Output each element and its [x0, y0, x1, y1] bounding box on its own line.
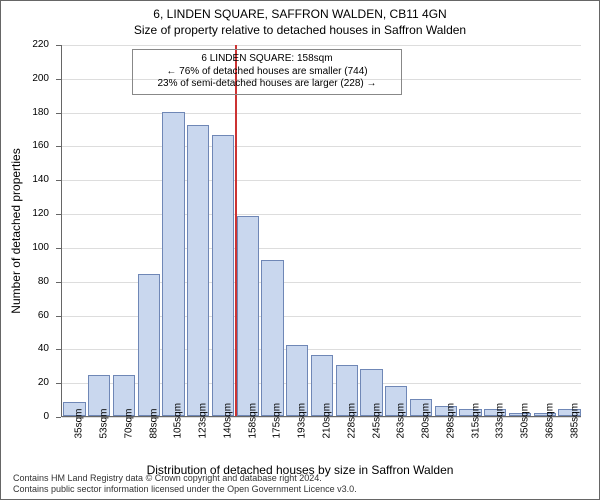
y-tick-mark [56, 146, 61, 147]
y-tick-mark [56, 316, 61, 317]
x-tick-label: 280sqm [421, 429, 432, 439]
annotation-box: 6 LINDEN SQUARE: 158sqm ← 76% of detache… [132, 49, 402, 95]
x-tick-label: 315sqm [470, 429, 481, 439]
y-axis-title: Number of detached properties [9, 148, 23, 313]
y-tick-label: 200 [1, 73, 49, 84]
chart-title-line1: 6, LINDEN SQUARE, SAFFRON WALDEN, CB11 4… [1, 7, 599, 21]
y-tick-mark [56, 214, 61, 215]
x-tick-label: 333sqm [495, 429, 506, 439]
chart-title-line2: Size of property relative to detached ho… [1, 23, 599, 37]
annotation-line3: 23% of semi-detached houses are larger (… [139, 78, 395, 91]
histogram-bar [187, 125, 209, 416]
y-tick-mark [56, 383, 61, 384]
footnote-line1: Contains HM Land Registry data © Crown c… [13, 473, 587, 484]
plot-area: 6 LINDEN SQUARE: 158sqm ← 76% of detache… [61, 45, 581, 417]
y-tick-label: 0 [1, 411, 49, 422]
x-tick-label: 385sqm [569, 429, 580, 439]
histogram-bar [138, 274, 160, 416]
x-tick-label: 210sqm [322, 429, 333, 439]
chart-container: 6, LINDEN SQUARE, SAFFRON WALDEN, CB11 4… [0, 0, 600, 500]
annotation-line1: 6 LINDEN SQUARE: 158sqm [139, 53, 395, 66]
y-tick-label: 220 [1, 39, 49, 50]
y-tick-mark [56, 417, 61, 418]
x-tick-label: 245sqm [371, 429, 382, 439]
y-tick-label: 20 [1, 377, 49, 388]
x-tick-label: 298sqm [445, 429, 456, 439]
footnote: Contains HM Land Registry data © Crown c… [13, 473, 587, 495]
y-tick-mark [56, 180, 61, 181]
x-tick-label: 193sqm [297, 429, 308, 439]
x-tick-label: 175sqm [272, 429, 283, 439]
bars-group [62, 45, 581, 416]
y-tick-mark [56, 79, 61, 80]
x-tick-label: 228sqm [346, 429, 357, 439]
annotation-line2: ← 76% of detached houses are smaller (74… [139, 66, 395, 79]
x-tick-label: 263sqm [396, 429, 407, 439]
y-tick-label: 180 [1, 107, 49, 118]
x-tick-label: 53sqm [99, 429, 110, 439]
histogram-bar [162, 112, 184, 416]
x-tick-label: 140sqm [222, 429, 233, 439]
x-tick-label: 368sqm [544, 429, 555, 439]
y-tick-mark [56, 282, 61, 283]
histogram-bar [237, 216, 259, 416]
x-tick-label: 158sqm [247, 429, 258, 439]
x-tick-label: 88sqm [148, 429, 159, 439]
histogram-bar [261, 260, 283, 416]
y-tick-mark [56, 45, 61, 46]
x-tick-label: 123sqm [198, 429, 209, 439]
y-tick-mark [56, 349, 61, 350]
histogram-bar [212, 135, 234, 416]
y-tick-mark [56, 113, 61, 114]
reference-line [235, 45, 237, 416]
x-tick-label: 105sqm [173, 429, 184, 439]
footnote-line2: Contains public sector information licen… [13, 484, 587, 495]
y-tick-label: 40 [1, 343, 49, 354]
x-tick-label: 70sqm [123, 429, 134, 439]
x-tick-label: 350sqm [520, 429, 531, 439]
x-tick-label: 35sqm [74, 429, 85, 439]
y-tick-mark [56, 248, 61, 249]
